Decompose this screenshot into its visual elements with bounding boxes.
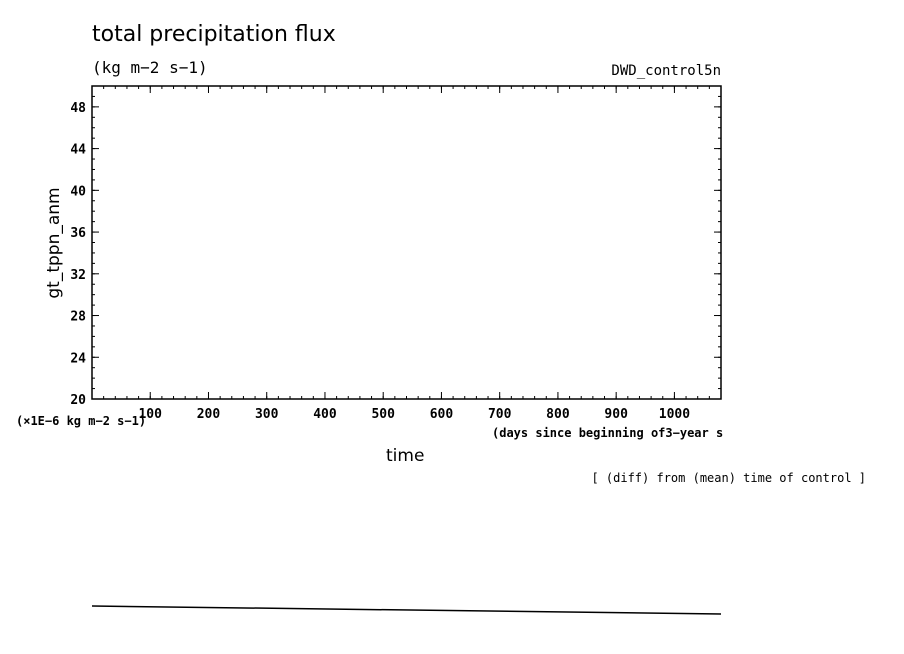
- x-tick-label: 300: [255, 407, 279, 422]
- y-tick-label: 36: [70, 226, 86, 241]
- y-tick-label: 28: [70, 310, 86, 325]
- x-axis-note: (days since beginning of3−year s: [492, 426, 724, 440]
- x-tick-label: 700: [488, 407, 512, 422]
- y-scale-label: (×1E−6 kg m−2 s−1): [16, 414, 147, 428]
- y-tick-label: 32: [70, 268, 86, 283]
- y-tick-label: 44: [70, 143, 86, 158]
- y-tick-label: 24: [70, 351, 86, 366]
- x-tick-label: 400: [313, 407, 337, 422]
- plot-frame: [91, 85, 722, 400]
- x-tick-label: 100: [138, 407, 162, 422]
- run-label: DWD_control5n: [611, 63, 721, 79]
- x-tick-label: 200: [197, 407, 221, 422]
- chart-units: (kg m−2 s−1): [92, 58, 208, 77]
- x-tick-label: 800: [546, 407, 570, 422]
- x-tick-label: 600: [430, 407, 454, 422]
- x-tick-label: 900: [604, 407, 628, 422]
- y-tick-label: 48: [70, 101, 86, 116]
- x-tick-label: 500: [371, 407, 395, 422]
- x-tick-label: 1000: [659, 407, 690, 422]
- y-tick-label: 20: [70, 393, 86, 408]
- lower-panel-line: [91, 605, 722, 615]
- y-axis-label: gt_tppn_anm: [44, 187, 64, 299]
- chart-title: total precipitation flux: [92, 22, 336, 47]
- x-axis-label: time: [386, 446, 425, 466]
- footnote: [ (diff) from (mean) time of control ]: [591, 471, 866, 485]
- y-tick-label: 40: [70, 184, 86, 199]
